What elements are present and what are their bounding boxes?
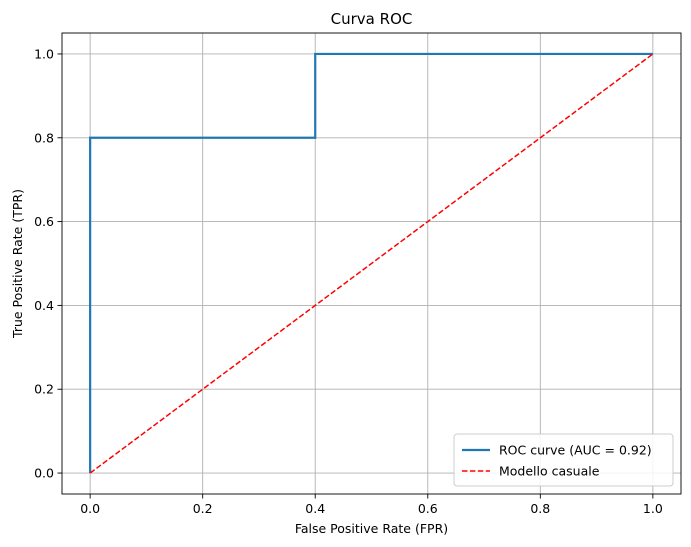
- legend-label: ROC curve (AUC = 0.92): [499, 443, 652, 458]
- legend: ROC curve (AUC = 0.92) Modello casuale: [453, 433, 674, 487]
- y-tick-label: 0.0: [34, 466, 54, 481]
- y-tick-label: 0.4: [34, 298, 54, 313]
- chart-title: Curva ROC: [331, 10, 413, 28]
- roc-curve-line: [89, 52, 653, 474]
- x-tick-label: 0.4: [305, 501, 325, 516]
- y-tick-label: 1.0: [34, 46, 54, 61]
- series-group: [89, 52, 654, 474]
- y-axis-label: True Positive Rate (TPR): [10, 189, 25, 339]
- x-tick-label: 0.6: [418, 501, 438, 516]
- y-tick-label: 0.8: [34, 130, 54, 145]
- x-tick-label: 1.0: [643, 501, 663, 516]
- x-tick-label: 0.0: [80, 501, 100, 516]
- y-tick-label: 0.6: [34, 214, 54, 229]
- random-model-line: [89, 53, 654, 474]
- x-tick-label: 0.8: [530, 501, 550, 516]
- x-axis-label: False Positive Rate (FPR): [295, 521, 448, 536]
- legend-box: [453, 433, 674, 487]
- x-tick-label: 0.2: [193, 501, 213, 516]
- plot-frame: [61, 32, 682, 495]
- legend-label: Modello casuale: [499, 464, 600, 479]
- y-tick-label: 0.2: [34, 382, 54, 397]
- ticks: 0.0 0.2 0.4 0.6 0.8 1.0 0.0 0.2 0.4 0.6 0.8 1.0: [34, 46, 663, 516]
